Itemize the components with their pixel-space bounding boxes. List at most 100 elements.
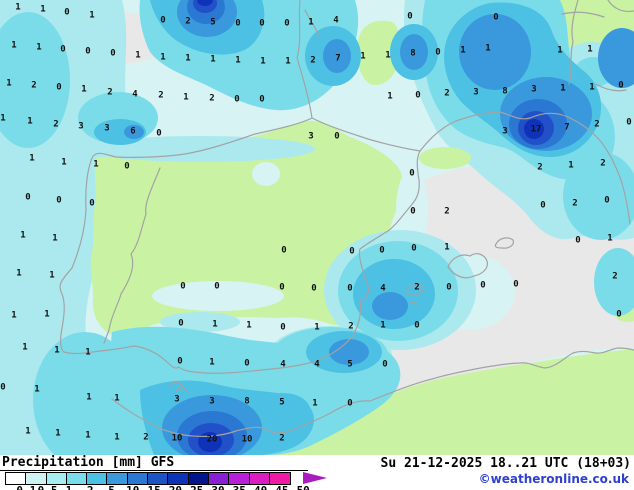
precip10-nw-spain [124,125,144,139]
grid-value-label: 1 [607,234,612,244]
grid-value-label: 0 [284,19,289,29]
grid-value-label: 8 [244,397,249,407]
grid-value-label: 1 [20,231,25,241]
grid-value-label: 2 [310,56,315,66]
precip-north-coast [85,136,315,162]
timestamp: Su 21-12-2025 18..21 UTC (18+03) [380,456,631,471]
grid-value-label: 0 [0,383,5,393]
grid-value-label: 0 [178,319,183,329]
precip10-lion-west [459,14,531,90]
grid-value-label: 0 [410,207,415,217]
grid-value-label: 0 [160,16,165,26]
grid-value-label: 0 [281,246,286,256]
legend-tick-label: 0.1 [16,484,36,490]
precip2-east-edge-1 [563,152,634,240]
grid-value-label: 1 [360,52,365,62]
legend-color-cell [208,473,230,484]
grid-value-label: 1 [55,429,60,439]
legend-tick-label: 50 [297,484,310,490]
legend-tick-label: 1 [66,484,73,490]
grid-value-label: 0 [446,283,451,293]
light-precip-spot [252,162,280,186]
legend-colorbar-arrow [303,472,327,484]
grid-value-label: 7 [335,54,340,64]
legend-tick-label: 35 [233,484,246,490]
legend-bar: Precipitation [mm] GFS 0.10.512510152025… [0,455,634,490]
precipitation-map: 1 1 0 1 0 2 5 0 0 0 1 4 0 01 1 0 0 0 1 1 1 1 1 1 1 2 7 1 1 8 0 1 1 1 11 2 0 1… [0,0,634,455]
legend-color-cell [66,473,88,484]
grid-value-label: 1 [135,51,140,61]
coastline-ibiza [406,284,424,305]
legend-color-cell [6,473,27,484]
grid-value-label: 0 [124,162,129,172]
legend-color-cell [46,473,67,484]
grid-value-label: 1 [587,45,592,55]
borders-france [561,0,634,92]
grid-value-label: 1 [22,343,27,353]
legend-tick-label: 40 [254,484,267,490]
grid-value-label: 1 [385,51,390,61]
grid-value-label: 4 [333,16,339,26]
grid-value-label: 10 [242,435,253,445]
grid-value-label: 1 [61,158,66,168]
grid-value-label: 4 [314,360,320,370]
grid-value-label: 1 [380,321,385,331]
land-france-southwest [356,20,400,86]
grid-value-label: 0 [156,129,161,139]
legend-title: Precipitation [mm] GFS [2,455,175,470]
precip25-biscay [197,0,213,6]
grid-value-label: 0 [311,284,316,294]
grid-value-label: 0 [575,236,580,246]
grid-value-label: 0 [180,282,185,292]
precip10-alboran [329,339,369,365]
grid-value-label: 2 [31,81,36,91]
grid-value-label: 1 [246,321,251,331]
grid-value-label: 3 [104,124,109,134]
legend-tick-label: 30 [211,484,224,490]
grid-value-label: 1 [89,11,94,21]
grid-value-label: 0 [64,8,69,18]
grid-value-label: 1 [85,431,90,441]
grid-value-label: 0 [616,310,621,320]
grid-value-label: 1 [114,433,119,443]
grid-value-label: 1 [160,53,165,63]
grid-value-label: 2 [444,207,449,217]
precip-andalusia-core [160,312,240,332]
grid-value-label: 0 [382,360,387,370]
grid-value-label: 0 [379,246,384,256]
grid-value-label: 1 [25,427,30,437]
grid-value-label: 1 [568,161,573,171]
grid-value-label: 1 [6,79,11,89]
precip10-corner [598,28,634,88]
grid-value-label: 1 [29,154,34,164]
grid-value-label: 2 [572,199,577,209]
grid-value-label: 1 [185,54,190,64]
credit-watermark: ©weatheronline.co.uk [478,472,629,486]
grid-value-label: 0 [56,83,61,93]
legend-tick-labels: 0.10.5125101520253035404550 [0,484,340,490]
legend-color-cell [188,473,209,484]
grid-value-label: 0 [540,201,545,211]
border-portugal-spain [103,167,161,344]
grid-value-label: 2 [53,120,58,130]
grid-value-label: 1 [49,271,54,281]
legend-color-cell [107,473,128,484]
grid-value-label: 0 [60,45,65,55]
grid-value-label: 20 [207,435,218,445]
grid-value-label: 1 [54,346,59,356]
grid-value-label: 1 [485,44,490,54]
legend-color-cell [229,473,250,484]
grid-value-label: 0 [626,118,631,128]
grid-value-label: 1 [314,323,319,333]
grid-value-label: 1 [27,117,32,127]
grid-value-label: 0 [56,196,61,206]
grid-value-label: 1 [93,160,98,170]
grid-value-label: 0 [349,247,354,257]
grid-value-label: 1 [0,114,5,124]
grid-value-label: 0 [234,95,239,105]
legend-tick-label: 10 [126,484,139,490]
grid-value-label: 0 [110,49,115,59]
grid-value-label: 3 [502,127,507,137]
legend-color-cell [269,473,291,484]
grid-value-label: 0 [347,284,352,294]
